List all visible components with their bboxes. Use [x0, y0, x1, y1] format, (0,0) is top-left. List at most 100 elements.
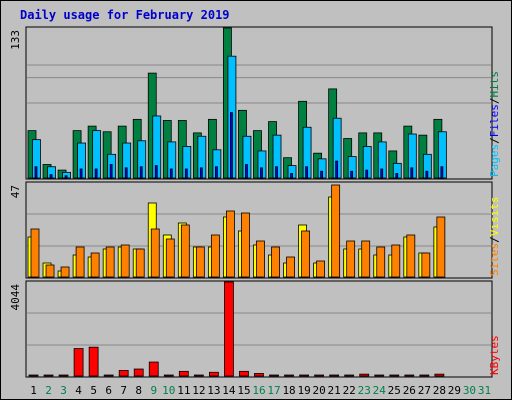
bar-sites-day-8 [135, 248, 145, 278]
legend-entry: Sites [488, 243, 501, 276]
bar-pages-day-19 [305, 166, 308, 179]
bar-sites-day-1 [30, 228, 40, 278]
bar-pages-day-5 [94, 168, 98, 179]
x-tick-label: 6 [105, 384, 112, 397]
bar-pages-day-3 [64, 175, 68, 179]
x-tick-label: 29 [448, 384, 461, 397]
x-tick-label: 21 [328, 384, 341, 397]
x-tick-label: 7 [120, 384, 127, 397]
legend: Sites/Visits [488, 197, 501, 277]
bar-pages-day-25 [395, 173, 399, 179]
legend-entry: / [488, 137, 501, 144]
bar-kbytes-day-23 [359, 373, 370, 377]
legend: KBytes [488, 335, 501, 375]
bar-sites-day-7 [120, 244, 130, 278]
legend-entry: Visits [488, 197, 501, 237]
bar-pages-day-15 [245, 164, 248, 179]
x-tick-label: 19 [297, 384, 310, 397]
bar-kbytes-day-3 [58, 374, 69, 377]
bar-pages-day-4 [79, 168, 83, 179]
x-tick-label: 12 [192, 384, 205, 397]
x-tick-label: 31 [478, 384, 491, 397]
bar-pages-day-21 [335, 160, 339, 179]
x-tick-label: 30 [463, 384, 476, 397]
bar-pages-day-14 [230, 112, 233, 179]
x-tick-label: 26 [403, 384, 416, 397]
bar-sites-day-10 [165, 238, 175, 278]
bar-kbytes-day-5 [88, 346, 99, 377]
legend-entry: Pages [488, 144, 501, 177]
bar-sites-day-22 [346, 240, 356, 278]
bar-kbytes-day-14 [224, 281, 234, 377]
bar-sites-day-13 [210, 234, 220, 278]
bar-pages-day-28 [440, 166, 444, 179]
bar-sites-day-6 [105, 246, 115, 278]
bar-kbytes-day-22 [344, 374, 355, 377]
bar-pages-day-13 [214, 166, 218, 179]
bar-kbytes-day-26 [404, 374, 415, 377]
bar-sites-day-20 [316, 260, 326, 278]
x-tick-label: 5 [90, 384, 97, 397]
bar-pages-day-7 [124, 167, 128, 179]
x-tick-label: 18 [282, 384, 295, 397]
legend-entry: / [488, 236, 501, 243]
x-tick-label: 1 [30, 384, 37, 397]
plot-area [25, 280, 493, 378]
bar-pages-day-1 [34, 166, 38, 179]
bar-pages-day-8 [139, 166, 143, 179]
x-tick-label: 11 [177, 384, 190, 397]
bar-sites-day-23 [361, 240, 371, 278]
bar-sites-day-17 [271, 246, 280, 278]
bar-hits-day-13 [207, 118, 217, 179]
y-max-label: 4044 [9, 284, 22, 311]
x-tick-label: 27 [418, 384, 431, 397]
bar-pages-day-26 [410, 167, 414, 179]
bar-sites-day-16 [256, 240, 265, 278]
x-tick-label: 2 [45, 384, 52, 397]
bar-kbytes-day-28 [434, 373, 445, 377]
bar-sites-day-19 [301, 230, 310, 278]
bar-sites-day-26 [406, 234, 416, 278]
bar-sites-day-27 [421, 252, 431, 278]
bar-kbytes-day-2 [43, 374, 54, 377]
bar-sites-day-11 [180, 224, 190, 278]
bar-sites-day-3 [60, 266, 70, 278]
bar-sites-day-28 [436, 216, 446, 278]
bar-sites-day-4 [75, 246, 85, 278]
x-tick-label: 3 [60, 384, 67, 397]
bar-kbytes-day-7 [118, 370, 129, 377]
bar-sites-day-2 [45, 264, 55, 278]
x-tick-label: 28 [433, 384, 446, 397]
bar-kbytes-day-6 [103, 374, 114, 377]
bar-pages-day-9 [154, 165, 158, 179]
bar-kbytes-day-21 [329, 374, 340, 377]
bar-kbytes-day-16 [254, 373, 264, 377]
legend-entry: / [488, 98, 501, 105]
bar-sites-day-21 [331, 184, 341, 278]
y-max-label: 133 [9, 30, 22, 50]
x-tick-label: 14 [222, 384, 236, 397]
legend-entry: KBytes [488, 335, 501, 375]
bar-kbytes-day-10 [163, 374, 174, 377]
x-tick-label: 9 [150, 384, 157, 397]
legend-entry: Hits [488, 71, 501, 98]
bar-sites-day-14 [226, 210, 235, 278]
bar-kbytes-day-4 [73, 348, 84, 377]
bar-sites-day-5 [90, 252, 100, 278]
panel-sites-visits: 47 Sites/Visits [9, 181, 501, 279]
bar-kbytes-day-24 [374, 374, 385, 377]
x-tick-label: 8 [135, 384, 142, 397]
bar-pages-day-10 [169, 168, 173, 179]
bar-pages-day-23 [365, 169, 369, 179]
bar-kbytes-day-15 [239, 370, 249, 377]
bar-pages-day-6 [109, 164, 113, 179]
legend-entry: Files [488, 104, 501, 137]
bar-pages-day-17 [275, 166, 278, 179]
x-tick-label: 10 [162, 384, 175, 397]
bar-sites-day-24 [376, 246, 386, 278]
bar-pages-day-12 [199, 167, 203, 179]
x-tick-label: 20 [313, 384, 326, 397]
bar-kbytes-day-8 [133, 368, 144, 377]
bar-sites-day-9 [150, 228, 160, 278]
bar-kbytes-day-1 [28, 374, 39, 377]
